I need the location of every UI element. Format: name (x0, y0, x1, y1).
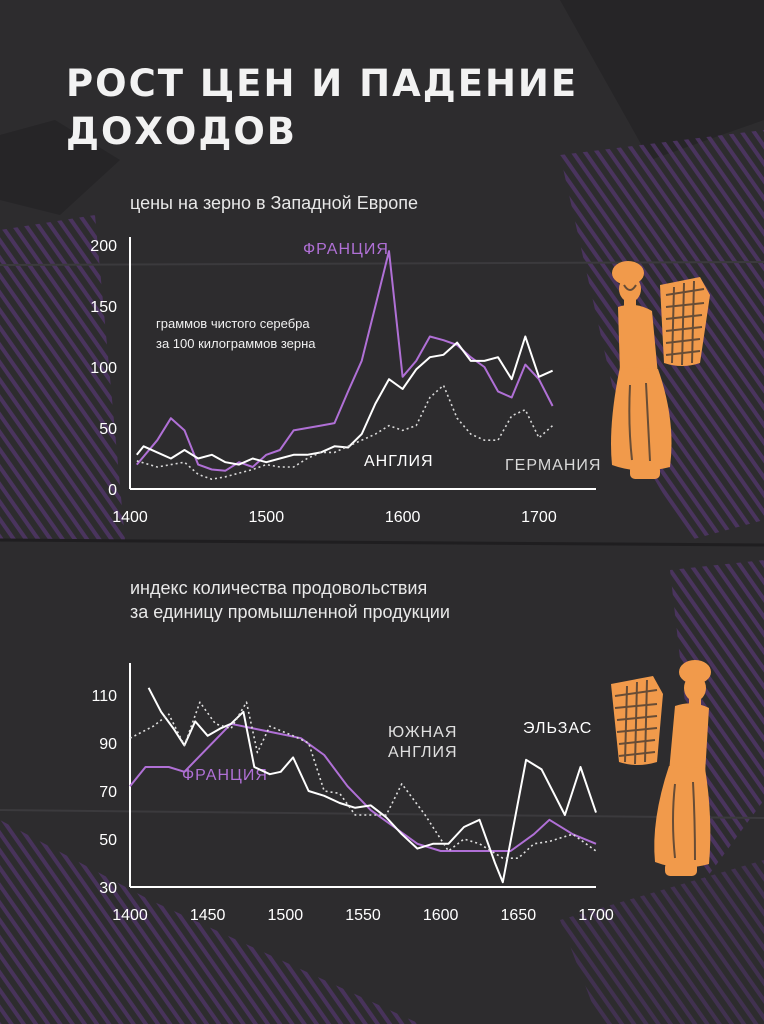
chart1-y-tick-label: 50 (99, 421, 117, 438)
grain-price-chart: 1400 1500 1600 1700 0 50 100 150 200 ФРАНЦИЯ АНГЛИ… (90, 237, 601, 526)
chart2-x-tick-label: 1450 (190, 907, 226, 924)
chart2-x-tick-label: 1400 (112, 907, 148, 924)
chart2-y-tick-label: 70 (99, 784, 117, 801)
chart2-series-label-0: ФРАНЦИЯ (182, 767, 268, 784)
peasant-woman-illustration-bottom (611, 660, 711, 876)
chart1-series-line-1 (136, 335, 554, 466)
chart2-subtitle: индекс количества продовольствия за един… (130, 578, 450, 622)
peasant-woman-illustration-top (611, 261, 710, 479)
chart1-y-tick-label: 0 (108, 482, 117, 499)
chart2-y-tick-label: 50 (99, 832, 117, 849)
chart2-y-tick-label: 90 (99, 736, 117, 753)
chart2-x-tick-label: 1600 (423, 907, 459, 924)
chart2-series-label-2: ЮЖНАЯ АНГЛИЯ (388, 724, 458, 761)
chart1-series-line-0 (136, 250, 554, 472)
chart1-unit-note: граммов чистого серебра за 100 килограммо… (156, 316, 316, 351)
chart2-y-tick-label: 30 (99, 880, 117, 897)
chart1-x-tick-label: 1400 (112, 509, 148, 526)
chart2-x-tick-label: 1550 (345, 907, 381, 924)
chart1-y-tick-label: 200 (90, 238, 117, 255)
chart2-series-line-1 (147, 687, 597, 884)
chart1-series-label-1: АНГЛИЯ (364, 453, 434, 470)
chart2-series-label-1: ЭЛЬЗАС (523, 720, 592, 737)
chart1-series-line-2 (136, 384, 554, 481)
chart1-subtitle: цены на зерно в Западной Европе (130, 193, 419, 213)
chart2-y-tick-label: 110 (91, 688, 117, 705)
page-title: РОСТ ЦЕН И ПАДЕНИЕ ДОХОДОВ (66, 62, 579, 153)
chart1-series-label-0: ФРАНЦИЯ (303, 241, 389, 258)
chart1-y-tick-label: 150 (90, 299, 117, 316)
chart1-x-tick-label: 1700 (521, 509, 557, 526)
chart1-series-label-2: ГЕРМАНИЯ (505, 457, 601, 474)
chart1-x-tick-label: 1600 (385, 509, 421, 526)
chart2-x-tick-label: 1650 (501, 907, 537, 924)
chart2-x-tick-label: 1500 (268, 907, 304, 924)
chart1-y-tick-label: 100 (90, 360, 117, 377)
chart2-series-line-0 (129, 722, 597, 852)
chart2-x-tick-label: 1700 (578, 907, 614, 924)
chart1-x-tick-label: 1500 (249, 509, 285, 526)
